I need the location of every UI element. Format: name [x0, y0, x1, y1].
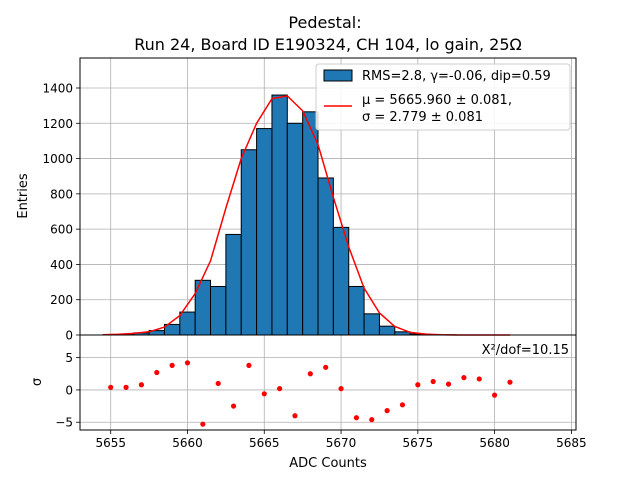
x-tick-label: 5675 — [403, 436, 434, 450]
residual-point — [369, 417, 375, 423]
y-axis-ticks: 0 200 400 600 800 1000 1200 1400 — [42, 81, 80, 343]
residual-point — [200, 421, 206, 427]
chi2-label: X²/dof=10.15 — [482, 343, 569, 358]
legend-histogram-swatch — [323, 69, 353, 82]
residual-point — [230, 403, 237, 409]
residual-point — [277, 386, 283, 392]
residual-tick-label: 5 — [65, 351, 73, 365]
residual-point — [138, 382, 145, 388]
residual-point — [123, 384, 129, 390]
residual-point — [108, 384, 114, 390]
x-axis-label: ADC Counts — [289, 456, 367, 471]
residual-point — [445, 381, 452, 387]
x-axis-ticks: 5655 5660 5665 5670 5675 5680 5685 — [95, 430, 587, 450]
chart-subtitle: Run 24, Board ID E190324, CH 104, lo gai… — [134, 35, 522, 54]
histogram-bar — [348, 285, 365, 336]
residual-grid — [80, 335, 576, 430]
x-tick-label: 5660 — [172, 436, 203, 450]
legend: RMS=2.8, γ=-0.06, dip=0.59 μ = 5665.960 … — [315, 63, 571, 131]
histogram-bar — [210, 285, 227, 336]
residual-point — [261, 391, 267, 397]
residual-point — [476, 376, 482, 382]
residual-point — [430, 378, 436, 385]
chart-title: Pedestal: — [288, 13, 361, 32]
residual-point — [292, 413, 298, 419]
x-tick-label: 5665 — [249, 436, 280, 450]
residual-point — [169, 362, 175, 368]
y-tick-label: 800 — [50, 187, 73, 201]
legend-fit-label-2: σ = 2.779 ± 0.081 — [362, 110, 483, 125]
y-tick-label: 600 — [50, 223, 73, 237]
residual-point — [507, 379, 513, 385]
residual-point — [461, 375, 467, 381]
legend-box — [315, 63, 571, 131]
histogram-bar — [302, 111, 319, 336]
residual-axis-ticks: −5 0 5 — [55, 351, 80, 430]
histogram-bar — [240, 149, 258, 336]
residual-point — [154, 369, 160, 376]
residual-axes-frame — [79, 334, 577, 431]
residual-points — [108, 360, 513, 427]
histogram-bar — [271, 94, 288, 336]
y-axis-label: Entries — [16, 173, 31, 219]
histogram-bar — [378, 325, 396, 336]
legend-histogram-label: RMS=2.8, γ=-0.06, dip=0.59 — [362, 69, 551, 84]
histogram-bar — [256, 128, 273, 336]
y-tick-label: 1000 — [42, 152, 73, 166]
histogram-bar — [332, 226, 350, 336]
residual-point — [323, 364, 329, 370]
residual-point — [307, 371, 313, 377]
residual-point — [415, 382, 421, 388]
y-tick-label: 1400 — [42, 81, 73, 95]
histogram-bar — [225, 233, 242, 336]
residual-point — [246, 362, 252, 368]
histogram-bar — [286, 122, 304, 336]
residual-point — [353, 415, 360, 421]
y-tick-label: 1200 — [42, 117, 73, 131]
residual-axis-label: σ — [30, 378, 45, 386]
residual-point — [184, 360, 191, 366]
residual-point — [338, 386, 344, 392]
histogram-bar — [179, 311, 196, 336]
residual-point — [492, 392, 498, 398]
x-tick-label: 5685 — [556, 436, 587, 450]
legend-fit-label-1: μ = 5665.960 ± 0.081, — [362, 93, 512, 108]
x-tick-label: 5670 — [326, 436, 357, 450]
residual-tick-label: 0 — [65, 383, 73, 397]
histogram-bar — [363, 313, 380, 336]
y-tick-label: 200 — [50, 293, 73, 307]
x-tick-label: 5680 — [479, 436, 510, 450]
residual-point — [384, 408, 390, 414]
histogram-bar — [317, 177, 334, 336]
residual-point — [215, 380, 221, 387]
residual-point — [399, 402, 406, 408]
residual-tick-label: −5 — [55, 416, 73, 430]
y-tick-label: 0 — [65, 329, 73, 343]
y-tick-label: 400 — [50, 258, 73, 272]
x-tick-label: 5655 — [95, 436, 126, 450]
